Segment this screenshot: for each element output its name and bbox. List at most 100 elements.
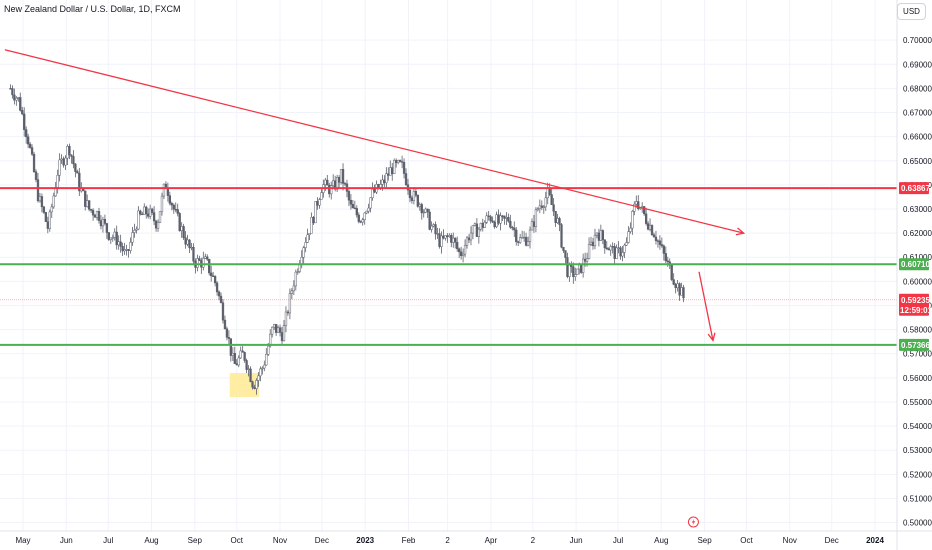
price-axis[interactable]: 0.70000 0.69000 0.68000 0.67000 0.66000 0.650… <box>896 0 932 550</box>
candle-body <box>241 350 244 353</box>
x-tick-label: Sep <box>697 536 712 545</box>
candle-body <box>509 220 512 228</box>
drawings-layer[interactable] <box>0 49 897 346</box>
candle-body <box>412 191 416 201</box>
candle-body <box>141 213 144 216</box>
x-tick-label: Jul <box>613 536 623 545</box>
candle-body <box>365 210 368 214</box>
candle-body <box>511 226 514 229</box>
trend-line <box>4 49 744 234</box>
candle-body <box>517 241 520 243</box>
candle-body <box>674 284 677 289</box>
candle-body <box>428 211 431 230</box>
candle-body <box>13 94 16 101</box>
candle-body <box>355 208 358 216</box>
y-tick-label: 0.50000 <box>903 519 932 528</box>
candle-body <box>257 375 260 381</box>
lightning-glyph <box>691 518 696 526</box>
symbol-title[interactable]: New Zealand Dollar / U.S. Dollar, 1D, FX… <box>4 4 181 14</box>
candle-body <box>271 326 274 335</box>
y-tick-label: 0.68000 <box>903 84 932 93</box>
countdown-label: 12:59:01 <box>900 306 932 315</box>
candle-body <box>188 239 191 249</box>
candle-body <box>139 210 142 215</box>
candle-body <box>117 241 120 246</box>
candle-body <box>587 244 591 259</box>
candle-body <box>101 219 105 227</box>
candle-body <box>538 205 542 210</box>
price-level-badge-label: 0.57366 <box>901 341 930 350</box>
candle-body <box>11 88 14 96</box>
candle-body <box>76 171 79 174</box>
x-tick-label: 2024 <box>866 536 884 545</box>
candle-body <box>536 208 540 211</box>
candle-body <box>243 352 246 361</box>
candle-body <box>546 188 549 199</box>
candle-body <box>210 272 213 277</box>
candle-body <box>556 218 559 223</box>
candle-body <box>357 214 360 222</box>
candle-body <box>617 247 620 249</box>
currency-button[interactable]: USD <box>897 3 926 20</box>
candle-body <box>676 283 679 289</box>
x-tick-label: 2023 <box>356 536 374 545</box>
candle-body <box>113 231 116 238</box>
candle-body <box>343 183 347 185</box>
candle-body <box>503 215 506 219</box>
candle-body <box>585 258 589 262</box>
y-tick-label: 0.62000 <box>903 229 932 238</box>
y-tick-label: 0.70000 <box>903 36 932 45</box>
candle-body <box>654 236 658 241</box>
candle-body <box>229 338 233 356</box>
candle-body <box>408 189 412 199</box>
last-price-label: 0.59235 <box>901 296 930 305</box>
candle-body <box>221 302 225 321</box>
candle-body <box>576 268 579 275</box>
candle-body <box>605 247 608 250</box>
candle-body <box>635 201 638 205</box>
time-axis[interactable]: May Jun Jul Aug Sep Oct Nov Dec 2023 Feb 2 Apr 2 Jun J… <box>0 516 932 545</box>
candle-body <box>174 208 177 211</box>
candle-body <box>682 287 685 299</box>
candle-body <box>581 258 585 273</box>
candle-body <box>316 201 319 206</box>
candle-body <box>385 173 388 184</box>
candle-body <box>314 201 317 224</box>
candle-body <box>454 237 457 243</box>
candle-body <box>156 222 160 229</box>
x-tick-label: Aug <box>144 536 158 545</box>
candle-body <box>182 226 185 238</box>
candle-body <box>105 223 109 233</box>
candle-body <box>19 97 22 111</box>
candle-body <box>599 230 603 241</box>
candle-body <box>23 113 26 130</box>
candle-body <box>479 223 482 230</box>
candle-body <box>265 354 268 366</box>
candle-body <box>631 211 634 229</box>
candle-body <box>95 211 99 218</box>
candle-body <box>86 200 89 207</box>
candle-body <box>284 311 288 326</box>
x-tick-label: Dec <box>825 536 839 545</box>
candle-body <box>332 180 335 186</box>
candle-body <box>481 223 484 228</box>
candle-body <box>473 223 477 226</box>
candle-body <box>180 226 183 232</box>
y-tick-label: 0.66000 <box>903 133 932 142</box>
arrow-head <box>707 332 716 342</box>
candle-body <box>662 245 665 254</box>
candle-body <box>526 241 530 246</box>
candle-body <box>40 196 44 208</box>
candle-body <box>328 184 331 195</box>
candle-body <box>450 235 453 243</box>
candle-body <box>97 211 101 221</box>
candle-body <box>396 160 400 164</box>
candle-body <box>400 161 404 163</box>
candle-body <box>434 224 437 235</box>
candle-body <box>463 245 467 255</box>
candle-body <box>438 233 441 247</box>
candle-body <box>326 179 329 186</box>
candle-body <box>351 204 355 209</box>
y-tick-label: 0.51000 <box>903 494 932 503</box>
